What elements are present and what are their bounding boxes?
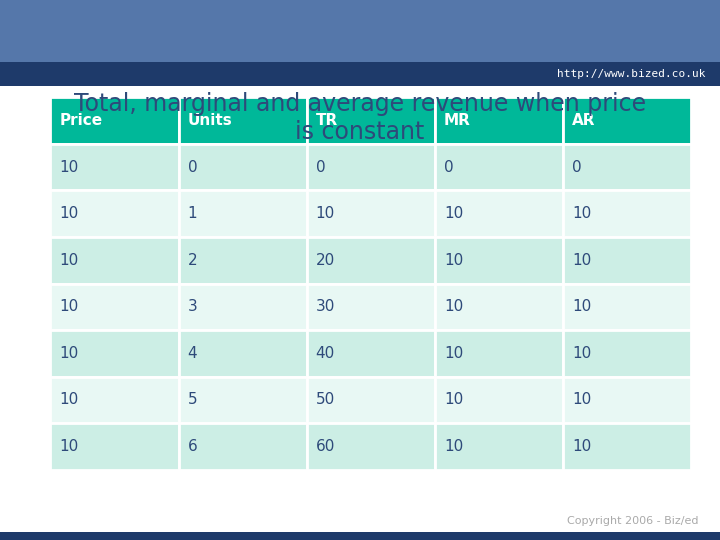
Text: 4: 4: [187, 346, 197, 361]
Text: http://www.bized.co.uk: http://www.bized.co.uk: [557, 69, 706, 79]
Text: Copyright 2006 - Biz/ed: Copyright 2006 - Biz/ed: [567, 516, 698, 526]
Text: 10: 10: [572, 439, 591, 454]
Text: 10: 10: [59, 393, 78, 408]
Text: 6: 6: [187, 439, 197, 454]
Text: 60: 60: [315, 439, 335, 454]
Text: 40: 40: [315, 346, 335, 361]
Text: 10: 10: [444, 253, 463, 268]
Text: 20: 20: [315, 253, 335, 268]
Text: 3: 3: [187, 299, 197, 314]
Text: Total, marginal and average revenue when price
is constant: Total, marginal and average revenue when…: [74, 92, 646, 144]
Text: 1: 1: [187, 206, 197, 221]
Text: 10: 10: [59, 159, 78, 174]
Text: TR: TR: [315, 113, 338, 128]
Text: 10: 10: [59, 206, 78, 221]
Text: biz/ed: biz/ed: [8, 14, 55, 28]
Text: 10: 10: [572, 206, 591, 221]
Text: 10: 10: [444, 206, 463, 221]
Text: MR: MR: [444, 113, 471, 128]
Text: 50: 50: [315, 393, 335, 408]
Text: 10: 10: [444, 299, 463, 314]
Text: Price: Price: [59, 113, 102, 128]
Text: 0: 0: [572, 159, 582, 174]
Text: Units: Units: [187, 113, 233, 128]
Text: 0: 0: [444, 159, 454, 174]
Text: 0: 0: [315, 159, 325, 174]
Text: 30: 30: [315, 299, 335, 314]
Text: 0: 0: [187, 159, 197, 174]
Text: 10: 10: [59, 253, 78, 268]
Text: 10: 10: [59, 346, 78, 361]
Text: 10: 10: [572, 253, 591, 268]
Text: 10: 10: [444, 346, 463, 361]
Text: 2: 2: [187, 253, 197, 268]
Text: 5: 5: [187, 393, 197, 408]
Text: 10: 10: [59, 439, 78, 454]
Text: 10: 10: [59, 299, 78, 314]
Text: 10: 10: [315, 206, 335, 221]
Text: 10: 10: [572, 299, 591, 314]
Text: 10: 10: [572, 346, 591, 361]
Text: 10: 10: [444, 439, 463, 454]
Text: 10: 10: [572, 393, 591, 408]
Text: AR: AR: [572, 113, 595, 128]
Text: 10: 10: [444, 393, 463, 408]
